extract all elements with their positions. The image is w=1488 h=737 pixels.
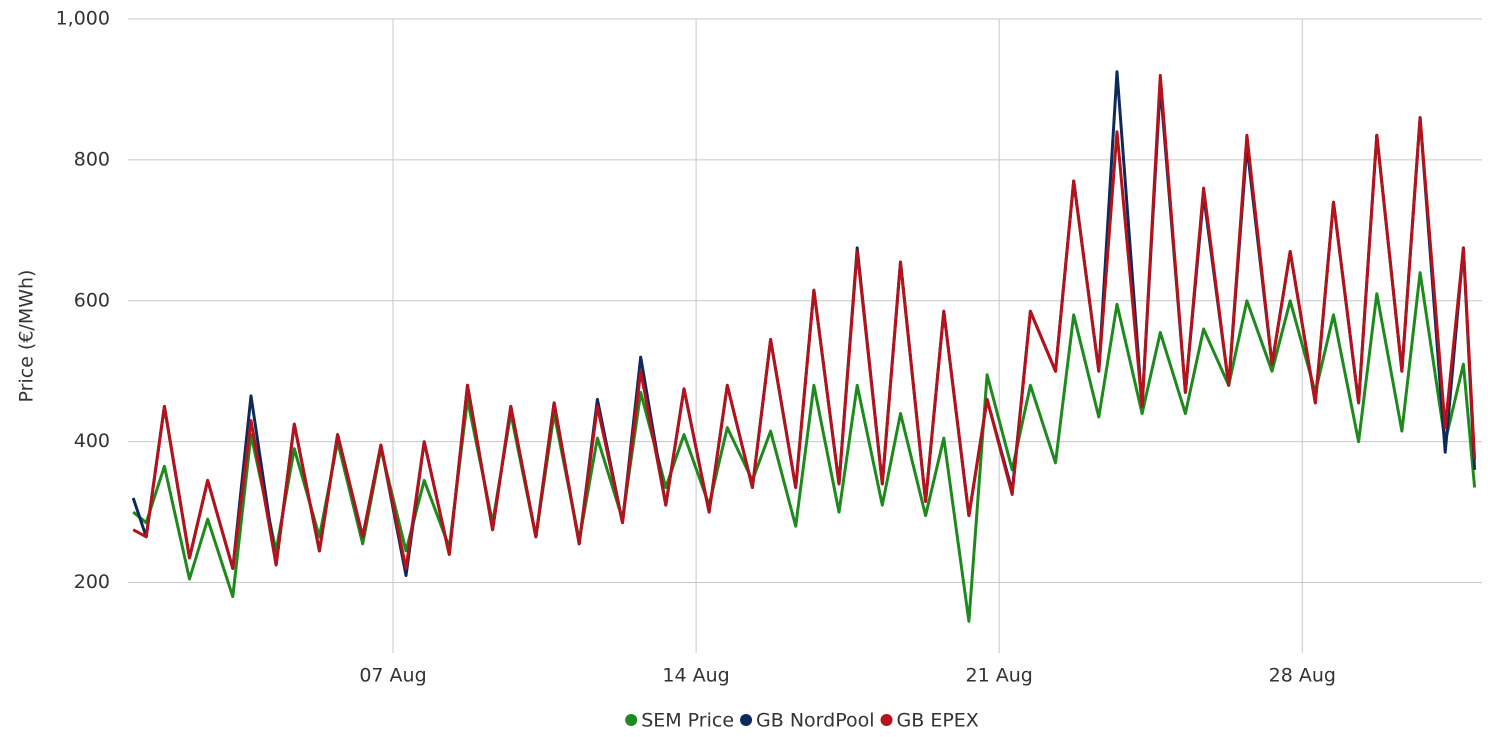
series-line (131, 70, 1477, 577)
series-line (132, 73, 1477, 570)
series-line (132, 271, 1477, 623)
legend-marker (625, 714, 638, 726)
legend-label: GB NordPool (756, 710, 874, 732)
legend-marker (740, 714, 753, 726)
y-axis-label: Price (€/MWh) (16, 270, 38, 403)
legend-item: GB NordPool (740, 710, 875, 732)
y-tick-label: 1,000 (56, 8, 110, 30)
y-tick-label: 400 (74, 430, 110, 452)
x-tick-label: 07 Aug (359, 665, 426, 687)
x-tick-label: 14 Aug (662, 665, 729, 687)
legend-label: GB EPEX (897, 710, 979, 732)
legend-label: SEM Price (641, 710, 734, 732)
plot (131, 70, 1477, 623)
y-tick-label: 800 (74, 148, 110, 170)
y-tick-label: 600 (74, 289, 110, 311)
legend-item: SEM Price (625, 710, 734, 732)
grid: 200 400 600 800 1,000 07 Aug 14 Aug 21 Aug 28 Au… (56, 8, 1482, 687)
x-tick-label: 28 Aug (1269, 665, 1336, 687)
x-tick-label: 21 Aug (966, 665, 1033, 687)
legend: SEM Price GB NordPool GB EPEX (625, 710, 979, 732)
y-tick-label: 200 (74, 571, 110, 593)
legend-item: GB EPEX (880, 710, 979, 732)
legend-marker (880, 714, 893, 726)
